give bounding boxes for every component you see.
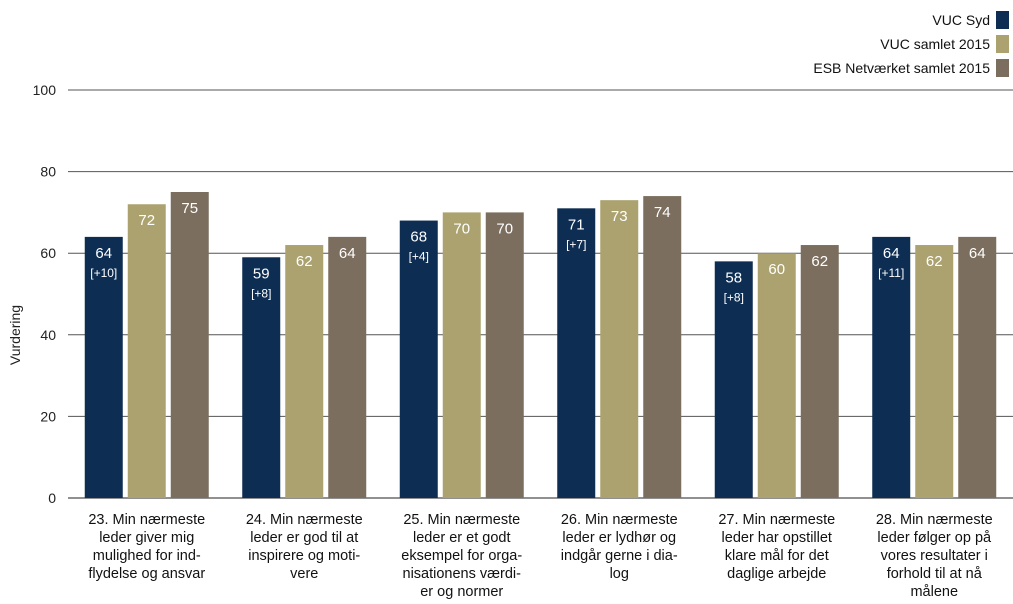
gridlines <box>68 89 1013 499</box>
bar <box>442 212 481 498</box>
bar <box>643 196 682 498</box>
data-labels: 64 [+10] 72 75 59 [+8] 62 64 68 [+4] 70 70 71 [+7] 73 7… <box>90 200 985 304</box>
bar <box>958 236 997 498</box>
bar <box>872 236 911 498</box>
difference-label: [+11] <box>878 266 904 280</box>
y-tick-label: 0 <box>48 490 56 506</box>
category-label: 24. Min nærmeste leder er god til at inspi… <box>246 512 363 582</box>
legend-swatch <box>996 35 1009 53</box>
category-label: 23. Min nærmeste leder giver mig mulighed … <box>88 512 205 582</box>
data-label: 74 <box>654 204 671 221</box>
bar <box>915 245 954 498</box>
bar <box>127 204 166 499</box>
difference-label: [+10] <box>90 266 117 280</box>
bar <box>800 245 839 498</box>
legend: VUC Syd VUC samlet 2015 ESB Netværket saml… <box>813 11 1009 77</box>
data-label: 71 <box>568 216 585 233</box>
category-label: 28. Min nærmeste leder følger op på vores … <box>876 512 993 600</box>
y-tick-label: 80 <box>40 164 56 180</box>
y-tick-label: 20 <box>40 408 56 424</box>
data-label: 62 <box>926 253 943 270</box>
y-tick-label: 40 <box>40 327 56 343</box>
data-label: 68 <box>410 229 427 246</box>
legend-swatch <box>996 59 1009 77</box>
data-label: 64 <box>95 245 112 262</box>
data-label: 62 <box>296 253 313 270</box>
legend-label: VUC Syd <box>932 12 990 28</box>
data-label: 64 <box>969 245 986 262</box>
category-label: 27. Min nærmeste leder har opstillet klare… <box>718 512 835 582</box>
data-label: 70 <box>453 220 470 237</box>
data-label: 59 <box>253 265 270 282</box>
data-label: 64 <box>339 245 356 262</box>
data-label: 62 <box>811 253 828 270</box>
bar <box>714 261 753 498</box>
data-label: 72 <box>138 212 155 229</box>
legend-label: VUC samlet 2015 <box>880 36 990 52</box>
legend-label: ESB Netværket samlet 2015 <box>813 60 990 76</box>
bar <box>557 208 596 498</box>
difference-label: [+8] <box>251 286 271 300</box>
data-label: 73 <box>611 208 628 225</box>
bar <box>242 257 281 498</box>
data-label: 70 <box>496 220 513 237</box>
y-axis-ticks: 0 20 40 60 80 100 <box>33 82 57 506</box>
category-label: 26. Min nærmeste leder er lydhør og indgår… <box>561 512 678 582</box>
bar <box>600 200 639 498</box>
y-axis-label: Vurdering <box>7 305 23 365</box>
category-labels: 23. Min nærmeste leder giver mig mulighed … <box>88 512 992 600</box>
bar <box>485 212 524 498</box>
data-label: 64 <box>883 245 900 262</box>
y-tick-label: 100 <box>33 82 57 98</box>
bars <box>84 192 997 499</box>
difference-label: [+7] <box>566 237 586 251</box>
bar <box>757 253 796 498</box>
y-tick-label: 60 <box>40 245 56 261</box>
bar <box>399 220 438 498</box>
data-label: 58 <box>725 269 742 286</box>
data-label: 75 <box>181 200 198 217</box>
bar <box>84 236 123 498</box>
bar <box>328 236 367 498</box>
data-label: 60 <box>768 261 785 278</box>
bar <box>285 245 324 498</box>
category-label: 25. Min nærmeste leder er et godt eksempel… <box>401 512 522 600</box>
difference-label: [+4] <box>409 250 429 264</box>
legend-swatch <box>996 11 1009 29</box>
difference-label: [+8] <box>724 290 744 304</box>
bar <box>170 192 209 498</box>
